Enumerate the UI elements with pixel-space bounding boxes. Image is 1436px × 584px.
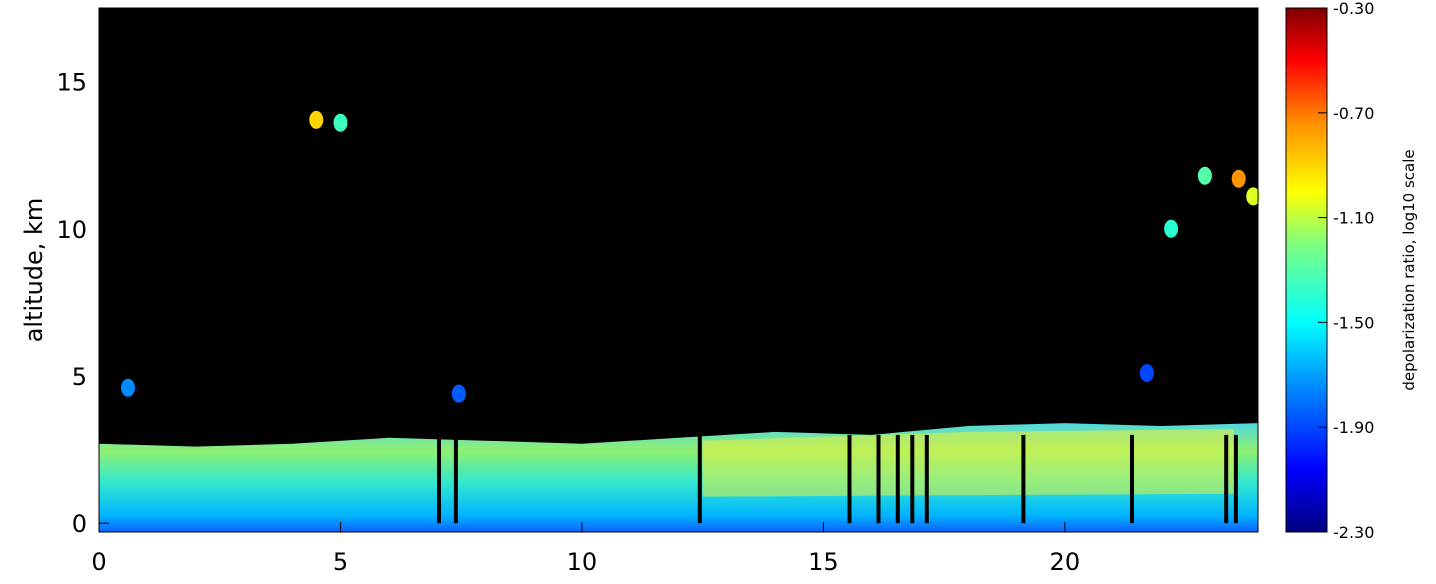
colorbar-tick-label: -2.30 — [1333, 523, 1374, 542]
cloud-feature — [1231, 169, 1246, 188]
data-gap — [910, 434, 915, 524]
x-tick-label: 20 — [1050, 548, 1081, 576]
y-axis: 0 5 10 15 — [56, 69, 109, 538]
cloud-feature — [1197, 166, 1212, 185]
cloud-feature — [309, 110, 324, 129]
data-gap — [876, 434, 881, 524]
colorbar-title: depolarization ratio, log10 scale — [1400, 149, 1418, 390]
x-tick-label: 15 — [808, 548, 839, 576]
y-tick-label: 10 — [56, 216, 87, 244]
y-axis-title: altitude, km — [20, 198, 48, 343]
x-tick-label: 10 — [567, 548, 598, 576]
y-tick-label: 15 — [56, 69, 87, 97]
plot-frame — [98, 7, 1259, 533]
data-gap — [453, 434, 458, 524]
colorbar-tick-label: -0.70 — [1333, 104, 1374, 123]
data-gap — [924, 434, 929, 524]
colorbar-gradient — [1285, 7, 1328, 533]
colorbar: -0.30 -0.70 -1.10 -1.50 -1.90 -2.30 depolariz… — [1285, 0, 1418, 542]
cloud-feature — [1246, 187, 1261, 206]
x-tick-label: 0 — [91, 548, 106, 576]
cloud-feature — [121, 378, 135, 397]
cloud-feature — [451, 384, 466, 403]
y-tick-label: 5 — [72, 363, 87, 391]
data-gap — [1021, 434, 1026, 524]
data-gap — [1233, 434, 1238, 524]
colorbar-tick-label: -0.30 — [1333, 0, 1374, 18]
cloud-feature — [333, 113, 348, 132]
boundary-layer-enhanced-band — [702, 428, 1234, 497]
cloud-feature — [1164, 219, 1179, 238]
x-axis: 0 5 10 15 20 — [91, 522, 1080, 576]
colorbar-tick-label: -1.50 — [1333, 313, 1374, 332]
cloud-feature — [1139, 364, 1154, 382]
colorbar-tick-label: -1.10 — [1333, 209, 1374, 228]
colorbar-tick-label: -1.90 — [1333, 418, 1374, 437]
data-gap — [1224, 434, 1229, 524]
data-gap — [895, 434, 900, 524]
data-gap — [437, 434, 441, 524]
data-gap — [1130, 434, 1134, 524]
y-tick-label: 0 — [72, 510, 87, 538]
plot-area — [98, 7, 1261, 533]
data-gap — [847, 434, 852, 524]
data-gap — [697, 434, 702, 524]
x-tick-label: 5 — [333, 548, 348, 576]
